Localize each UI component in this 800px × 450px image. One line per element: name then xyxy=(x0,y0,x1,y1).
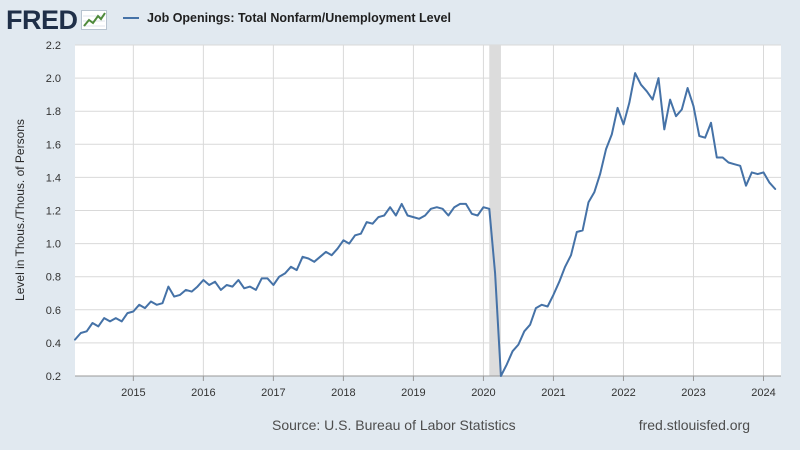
y-tick-label: 2.0 xyxy=(46,73,61,85)
x-tick-label: 2024 xyxy=(751,387,775,399)
y-tick-label: 0.4 xyxy=(46,338,61,350)
x-tick-label: 2016 xyxy=(191,387,215,399)
x-tick-label: 2022 xyxy=(611,387,635,399)
series-line xyxy=(74,72,777,377)
y-tick-label: 2.2 xyxy=(46,40,61,52)
source-text: Source: U.S. Bureau of Labor Statistics xyxy=(272,417,516,433)
fred-logo-text: FRED xyxy=(6,4,78,35)
y-tick-label: 0.2 xyxy=(46,371,61,383)
chart-svg[interactable]: 0.2 0.4 0.6 0.8 1.0 1.2 1.4 1.6 1.8 2.0 2.2 2015 201… xyxy=(0,0,800,410)
x-tick-label: 2021 xyxy=(541,387,565,399)
x-tick-label: 2015 xyxy=(121,387,145,399)
y-tick-label: 1.4 xyxy=(46,172,61,184)
x-tick-label: 2023 xyxy=(681,387,705,399)
y-tick-label: 1.2 xyxy=(46,206,61,218)
line-chart-icon xyxy=(80,10,107,30)
chart-legend[interactable]: Job Openings: Total Nonfarm/Unemployment… xyxy=(123,11,451,25)
x-tick-label: 2018 xyxy=(331,387,355,399)
y-tick-label: 1.8 xyxy=(46,106,61,118)
recession-shading xyxy=(489,45,501,376)
x-tick-label: 2020 xyxy=(471,387,495,399)
y-tick-label: 0.8 xyxy=(46,272,61,284)
source-url[interactable]: fred.stlouisfed.org xyxy=(638,417,750,433)
legend-swatch xyxy=(123,16,139,20)
chart-header: FRED Job Openings: Total Nonfarm/Unemplo… xyxy=(0,0,800,40)
y-tick-label: 1.6 xyxy=(46,139,61,151)
y-tick-label: 1.0 xyxy=(46,239,61,251)
y-tick-label: 0.6 xyxy=(46,305,61,317)
fred-logo[interactable]: FRED xyxy=(6,5,107,35)
legend-label: Job Openings: Total Nonfarm/Unemployment… xyxy=(147,11,451,25)
x-tick-label: 2017 xyxy=(261,387,285,399)
x-tick-label: 2019 xyxy=(401,387,425,399)
